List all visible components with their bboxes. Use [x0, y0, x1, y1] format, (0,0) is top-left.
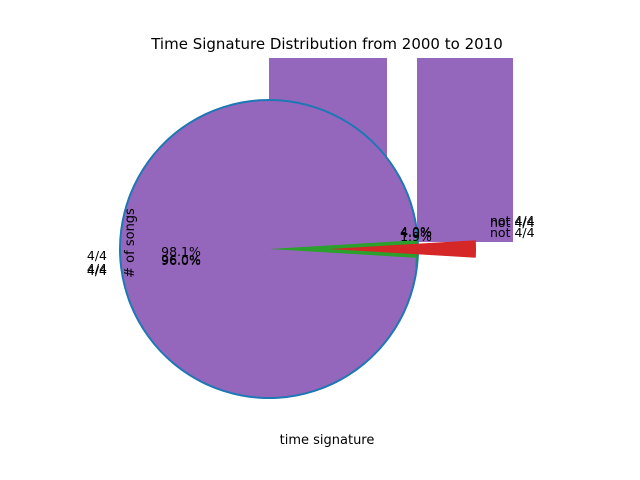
x-axis-label: time signature — [280, 433, 375, 448]
percent-label: 1.9% — [400, 229, 432, 244]
pie-slice-4-4 — [122, 101, 416, 397]
chart-title: Time Signature Distribution from 2000 to… — [150, 35, 503, 53]
background-bar — [417, 58, 513, 242]
percent-label: 4.0% — [400, 225, 432, 240]
percent-label: 4.0% — [400, 224, 432, 239]
percent-label: 96.0% — [161, 252, 201, 267]
category-label: not 4/4 — [490, 213, 535, 228]
pie-slice-not-4-4 — [329, 240, 476, 258]
category-label: 4/4 — [87, 248, 107, 263]
category-label: not 4/4 — [490, 215, 535, 230]
category-label: not 4/4 — [490, 225, 535, 240]
y-axis-label: # of songs — [123, 208, 138, 278]
category-label: 4/4 — [87, 261, 107, 276]
percent-label: 96.0% — [161, 253, 201, 268]
percent-label: 98.1% — [161, 244, 201, 259]
category-label: 4/4 — [87, 263, 107, 278]
pie-slices — [119, 99, 476, 400]
pie-labels: 4/4 96.0%not 4/44.0%4/496.0%not 4/44.0%4/… — [87, 213, 535, 278]
